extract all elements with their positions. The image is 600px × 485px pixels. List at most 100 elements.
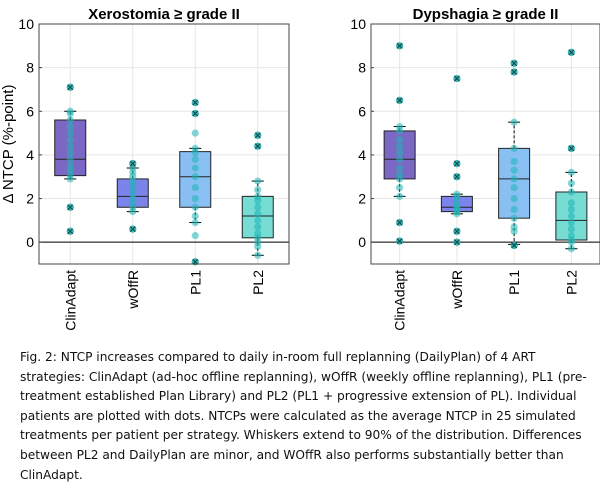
outlier-cross bbox=[453, 173, 460, 180]
patient-dot bbox=[396, 192, 404, 200]
outlier-cross bbox=[254, 143, 261, 150]
outlier-cross bbox=[511, 69, 518, 75]
patient-dot bbox=[191, 232, 199, 240]
patient-dot bbox=[567, 188, 575, 196]
patient-dot bbox=[396, 184, 404, 192]
patient-dot bbox=[66, 116, 74, 124]
patient-dot bbox=[567, 179, 575, 187]
patient-dot bbox=[510, 157, 518, 166]
patient-dot bbox=[510, 175, 518, 183]
outlier-cross bbox=[129, 160, 136, 167]
y-tick-label: 0 bbox=[26, 234, 34, 250]
figure: 0 2 4 6 8 10 ClinAdapt wOffR PL1 PL2 Xerostomia ≥ … bbox=[0, 6, 600, 331]
patient-dot bbox=[567, 168, 575, 176]
y-tick-label: 4 bbox=[358, 147, 366, 163]
outlier-cross bbox=[192, 99, 199, 106]
patient-dot bbox=[254, 177, 262, 185]
outlier-cross bbox=[67, 228, 74, 235]
patient-dot bbox=[567, 225, 575, 233]
patient-dot bbox=[191, 194, 199, 203]
patient-dot bbox=[396, 155, 404, 163]
patient-dot bbox=[254, 223, 262, 231]
patient-dot bbox=[567, 232, 575, 240]
patient-dot bbox=[396, 170, 404, 179]
patient-dot bbox=[191, 155, 199, 163]
patient-dot bbox=[191, 203, 199, 211]
patient-dot bbox=[510, 144, 518, 152]
patient-dot bbox=[453, 190, 461, 198]
outlier-cross bbox=[511, 60, 518, 67]
axes-frame bbox=[370, 23, 600, 265]
patient-dot bbox=[191, 212, 199, 220]
x-tick-label: ClinAdapt bbox=[392, 270, 408, 331]
patient-dot bbox=[254, 192, 262, 200]
x-tick-label: wOffR bbox=[125, 270, 141, 310]
y-tick-label: 4 bbox=[26, 147, 34, 163]
y-tick-label: 2 bbox=[358, 191, 366, 207]
patient-dot bbox=[510, 205, 518, 214]
patient-dot bbox=[66, 136, 74, 144]
patient-dot bbox=[191, 144, 199, 152]
outlier-cross bbox=[511, 242, 518, 249]
outlier-cross bbox=[396, 42, 403, 49]
patient-dot bbox=[567, 218, 575, 227]
x-tick-label: PL1 bbox=[506, 270, 522, 295]
chart-title: Xerostomia ≥ grade II bbox=[88, 6, 240, 23]
y-tick-label: 8 bbox=[358, 60, 366, 76]
y-axis-label: Δ NTCP (%-point) bbox=[0, 85, 17, 204]
y-tick-label: 8 bbox=[26, 60, 34, 76]
outlier-cross bbox=[396, 219, 403, 226]
outlier-cross bbox=[453, 239, 460, 246]
patient-dot bbox=[254, 216, 262, 224]
y-tick-label: 10 bbox=[18, 16, 34, 32]
outlier-cross bbox=[192, 110, 199, 117]
x-tick-label: ClinAdapt bbox=[62, 270, 78, 331]
patient-dot bbox=[510, 214, 518, 222]
chart-panel-2: 0 2 4 6 8 10 ClinAdapt wOffR PL1 PL2 Dypshagia ≥ g… bbox=[350, 6, 600, 331]
patient-dot bbox=[191, 173, 199, 181]
x-tick-label: PL2 bbox=[250, 270, 266, 295]
patient-dot bbox=[510, 184, 518, 192]
patient-dot bbox=[254, 186, 262, 194]
outlier-cross bbox=[254, 132, 261, 139]
y-tick-label: 6 bbox=[358, 103, 366, 119]
patient-dot bbox=[66, 122, 74, 131]
patient-dot bbox=[254, 229, 262, 238]
patient-dot bbox=[66, 155, 74, 163]
figure-caption: Fig. 2: NTCP increases compared to daily… bbox=[20, 350, 587, 482]
patient-dot bbox=[66, 107, 74, 115]
outlier-cross bbox=[396, 238, 403, 245]
x-tick-label: PL1 bbox=[187, 270, 203, 295]
patient-dot bbox=[567, 245, 575, 253]
patient-dot bbox=[510, 118, 518, 126]
patient-dot bbox=[66, 142, 74, 150]
patient-dot bbox=[510, 223, 518, 231]
patient-dot bbox=[191, 164, 199, 172]
patient-dot bbox=[191, 218, 199, 227]
patient-dot bbox=[254, 203, 262, 211]
patient-dot bbox=[510, 166, 518, 174]
outlier-cross bbox=[568, 145, 575, 152]
chart-title: Dypshagia ≥ grade II bbox=[413, 6, 559, 23]
patient-dot bbox=[396, 136, 404, 144]
patient-dot bbox=[66, 162, 74, 170]
outlier-cross bbox=[396, 97, 403, 104]
patient-dot bbox=[191, 129, 199, 137]
outlier-cross bbox=[67, 204, 74, 211]
y-tick-label: 10 bbox=[350, 16, 366, 32]
outlier-cross bbox=[453, 160, 460, 167]
patient-dot bbox=[66, 149, 74, 157]
outlier-cross bbox=[453, 228, 460, 235]
chart-panel-1: 0 2 4 6 8 10 ClinAdapt wOffR PL1 PL2 Xerostomia ≥ … bbox=[0, 6, 290, 331]
y-tick-label: 0 bbox=[358, 234, 366, 250]
outlier-cross bbox=[453, 75, 460, 82]
patient-dot bbox=[567, 199, 575, 207]
patient-dot bbox=[191, 184, 199, 192]
y-tick-label: 6 bbox=[26, 103, 34, 119]
outlier-cross bbox=[67, 84, 74, 91]
patient-dot bbox=[254, 251, 262, 259]
x-tick-label: wOffR bbox=[449, 270, 465, 310]
y-tick-label: 2 bbox=[26, 191, 34, 207]
patient-dot bbox=[396, 164, 404, 172]
patient-dot bbox=[567, 212, 575, 220]
